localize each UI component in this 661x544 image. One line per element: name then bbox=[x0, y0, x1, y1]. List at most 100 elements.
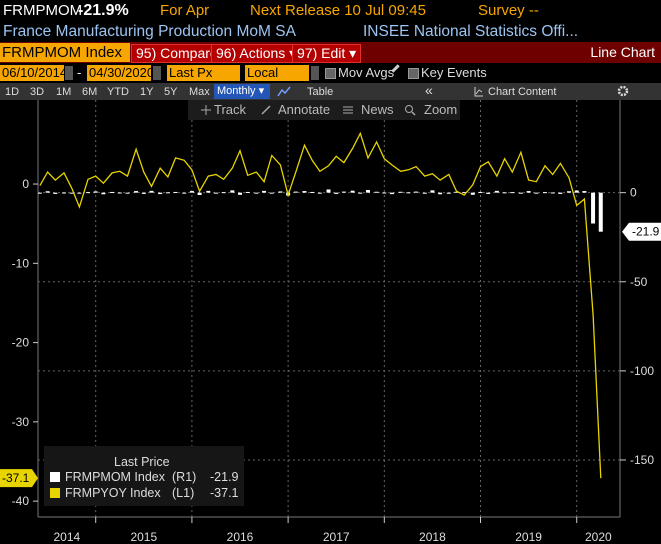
bar bbox=[77, 192, 82, 194]
ticker: FRMPMOM bbox=[3, 2, 83, 19]
range-button[interactable]: 1M bbox=[56, 86, 72, 98]
bar bbox=[374, 191, 379, 193]
bar bbox=[269, 192, 274, 194]
annotate-icon[interactable] bbox=[261, 105, 271, 115]
bar bbox=[382, 192, 387, 194]
range-button[interactable]: 1D bbox=[5, 86, 20, 98]
range-button[interactable]: YTD bbox=[107, 86, 129, 98]
legend-axis: (L1) bbox=[172, 486, 195, 500]
bar bbox=[438, 192, 443, 195]
bar bbox=[69, 192, 74, 194]
settings-icon[interactable] bbox=[617, 85, 629, 97]
range-button[interactable]: 1Y bbox=[140, 86, 154, 98]
bar bbox=[446, 192, 451, 194]
bar bbox=[61, 192, 66, 194]
bar bbox=[574, 190, 579, 193]
period: For Apr bbox=[160, 2, 210, 19]
bar bbox=[245, 191, 250, 193]
range-button[interactable]: 3D bbox=[30, 86, 45, 98]
bar bbox=[454, 191, 459, 193]
bar bbox=[398, 191, 403, 193]
last-value-tag bbox=[0, 469, 38, 488]
bar bbox=[238, 192, 243, 195]
last-value-tag bbox=[622, 222, 661, 241]
bar bbox=[45, 191, 50, 193]
news-icon[interactable] bbox=[343, 105, 353, 115]
bar bbox=[213, 192, 218, 194]
edit-button[interactable]: 97) Edit ▾ bbox=[292, 44, 362, 63]
collapse-button[interactable]: « bbox=[425, 82, 433, 98]
bar bbox=[53, 192, 58, 194]
bar bbox=[197, 192, 202, 195]
legend-swatch bbox=[50, 472, 60, 482]
annotate-button[interactable]: Annotate bbox=[278, 102, 331, 117]
y2-tick-label: -50 bbox=[630, 275, 648, 289]
checkbox[interactable] bbox=[408, 68, 419, 79]
bar bbox=[462, 192, 467, 194]
field[interactable]: Last Px bbox=[167, 65, 240, 81]
bar bbox=[293, 191, 298, 193]
bar bbox=[310, 191, 315, 193]
bar bbox=[422, 192, 427, 194]
table-button[interactable]: Table bbox=[307, 86, 334, 98]
bar bbox=[158, 192, 163, 195]
end-date[interactable]: 04/30/2020 bbox=[87, 65, 155, 81]
bar bbox=[430, 190, 435, 193]
y-tick-label: -20 bbox=[12, 336, 30, 350]
y2-tick-label: 0 bbox=[630, 186, 637, 200]
bar bbox=[101, 192, 106, 195]
legend-value: -21.9 bbox=[210, 470, 239, 484]
line bbox=[39, 131, 602, 479]
bar bbox=[494, 190, 499, 193]
dropdown[interactable] bbox=[311, 66, 319, 80]
mov-avgs[interactable]: Mov Avgs bbox=[338, 65, 395, 80]
key-events[interactable]: Key Events bbox=[421, 65, 487, 80]
bar bbox=[478, 191, 483, 193]
bar bbox=[302, 191, 307, 193]
track-button[interactable]: Track bbox=[214, 102, 247, 117]
security[interactable]: FRMPMOM Index bbox=[0, 43, 130, 62]
start-date[interactable]: 06/10/2014 bbox=[0, 65, 68, 81]
bar bbox=[221, 192, 226, 194]
legend-label: FRMPMOM Index bbox=[65, 470, 166, 484]
dropdown[interactable] bbox=[153, 66, 161, 80]
change: -21.9% bbox=[78, 2, 129, 19]
y-tick-label: -30 bbox=[12, 415, 30, 429]
chart-icon[interactable] bbox=[277, 85, 291, 98]
range-button[interactable]: 6M bbox=[82, 86, 98, 98]
bar bbox=[173, 191, 178, 193]
view-label: Line Chart bbox=[590, 44, 655, 60]
compare-button[interactable]: 95) Compare bbox=[131, 44, 223, 63]
bar bbox=[262, 190, 267, 193]
legend-title: Last Price bbox=[114, 455, 170, 469]
range-button[interactable]: Max bbox=[189, 86, 210, 98]
bar bbox=[254, 192, 259, 194]
range-button[interactable]: 5Y bbox=[164, 86, 178, 98]
survey: Survey -- bbox=[478, 2, 539, 19]
chart-content[interactable]: Chart Content bbox=[488, 86, 557, 98]
actions-button[interactable]: 96) Actions ▾ bbox=[211, 44, 302, 63]
y-tick-label: -40 bbox=[12, 494, 30, 508]
bar bbox=[598, 192, 603, 232]
zoom-button[interactable]: Zoom bbox=[424, 102, 458, 117]
bar bbox=[365, 189, 370, 193]
frequency[interactable]: Monthly ▾ bbox=[214, 84, 270, 99]
bar bbox=[542, 192, 547, 194]
last-value-label: -21.9 bbox=[632, 225, 660, 239]
zoom-icon[interactable] bbox=[404, 104, 416, 116]
action-row: FRMPMOM Index 95) Compare 96) Actions ▾ … bbox=[0, 42, 661, 63]
content-icon[interactable] bbox=[474, 86, 484, 97]
bar bbox=[470, 192, 475, 195]
settings-row: 06/10/2014 - 04/30/2020 Last Px Local CC… bbox=[0, 63, 661, 96]
bar bbox=[414, 191, 419, 193]
checkbox[interactable] bbox=[325, 68, 336, 79]
description-row: France Manufacturing Production MoM SA I… bbox=[0, 21, 661, 42]
bar bbox=[334, 192, 339, 194]
currency[interactable]: Local CCY bbox=[245, 65, 309, 96]
track-icon[interactable] bbox=[201, 105, 211, 115]
description: France Manufacturing Production MoM SA bbox=[3, 23, 296, 40]
news-button[interactable]: News bbox=[361, 102, 394, 117]
bar bbox=[37, 192, 42, 194]
dropdown[interactable] bbox=[65, 66, 73, 80]
x-tick-label: 2018 bbox=[419, 530, 446, 544]
